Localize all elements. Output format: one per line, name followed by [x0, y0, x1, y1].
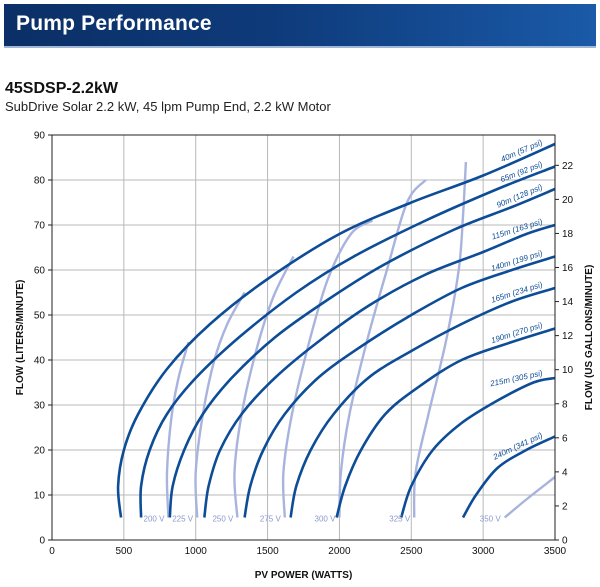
head-curves	[116, 142, 556, 519]
model-name: 45SDSP-2.2kW	[5, 80, 118, 97]
voltage-curve	[165, 341, 190, 518]
x-tick-label: 3500	[544, 546, 567, 557]
voltage-curve	[281, 219, 374, 518]
y-tick-label: 0	[39, 536, 45, 547]
x-tick-label: 0	[49, 546, 55, 557]
head-curve	[243, 255, 556, 518]
y2-tick-label: 4	[562, 467, 568, 478]
plot-area	[52, 135, 555, 540]
plot-frame	[51, 134, 556, 541]
head-curve	[289, 286, 556, 518]
head-curve	[399, 376, 556, 518]
y-tick-label: 40	[34, 356, 46, 367]
y2-tick-label: 22	[562, 161, 574, 172]
y-tick-label: 80	[34, 176, 46, 187]
model-description: SubDrive Solar 2.2 kW, 45 lpm Pump End, …	[5, 99, 331, 114]
voltage-curve	[194, 291, 246, 518]
x-tick-label: 2000	[328, 546, 351, 557]
x-tick-label: 1000	[185, 546, 208, 557]
head-curve	[168, 187, 556, 518]
y-tick-label: 70	[34, 221, 46, 232]
head-curve	[139, 165, 556, 518]
y2-tick-label: 2	[562, 501, 568, 512]
voltage-curve-label: 350 V	[480, 515, 502, 524]
y2-tick-label: 10	[562, 365, 574, 376]
x-axis-title: PV POWER (WATTS)	[255, 570, 353, 581]
y-tick-label: 50	[34, 311, 46, 322]
y-tick-label: 90	[34, 131, 46, 142]
voltage-curve-label: 300 V	[315, 515, 337, 524]
y2-tick-label: 0	[562, 536, 568, 547]
y-tick-label: 30	[34, 401, 46, 412]
y-axis-title: FLOW (LITERS/MINUTE)	[15, 280, 26, 396]
voltage-curve-label: 325 V	[389, 515, 411, 524]
y2-tick-label: 16	[562, 263, 574, 274]
voltage-curves	[165, 161, 556, 519]
x-tick-label: 3000	[472, 546, 495, 557]
head-curve	[203, 223, 556, 518]
y2-axis-title: FLOW (US GALLONS/MINUTE)	[584, 265, 595, 411]
y-tick-label: 20	[34, 446, 46, 457]
y2-tick-label: 18	[562, 229, 574, 240]
voltage-curve	[233, 255, 295, 518]
head-curve	[461, 435, 556, 519]
voltage-curve	[412, 161, 468, 518]
voltage-curve-label: 250 V	[212, 515, 234, 524]
x-tick-label: 1500	[256, 546, 279, 557]
y2-tick-label: 14	[562, 297, 574, 308]
y2-tick-label: 6	[562, 433, 568, 444]
head-curve	[335, 327, 556, 518]
x-tick-label: 2500	[400, 546, 423, 557]
y2-tick-label: 8	[562, 399, 568, 410]
x-tick-label: 500	[116, 546, 133, 557]
page-title: Pump Performance	[16, 12, 212, 35]
voltage-curve	[503, 476, 556, 519]
y-tick-label: 10	[34, 491, 46, 502]
axes: 0 500 1000 1500 2000 2500 3000 3500010203040506…	[34, 131, 574, 558]
y2-tick-label: 12	[562, 331, 574, 342]
voltage-curve-label: 275 V	[260, 515, 282, 524]
voltage-curve-label: 225 V	[172, 515, 194, 524]
head-curve	[116, 142, 556, 518]
header-banner: Pump Performance	[4, 4, 596, 46]
voltage-curve-label: 200 V	[144, 515, 166, 524]
y-tick-label: 60	[34, 266, 46, 277]
y2-tick-label: 20	[562, 195, 574, 206]
pump-performance-chart: 0 500 1000 1500 2000 2500 3000 3500010203040506…	[15, 131, 595, 582]
